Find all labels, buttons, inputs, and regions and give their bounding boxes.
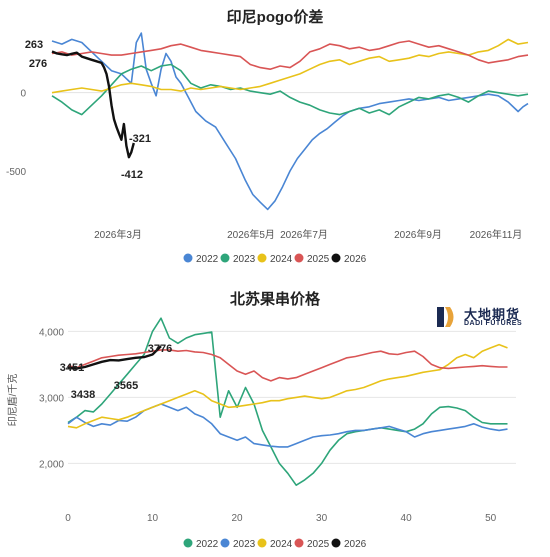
legend-marker-2023 bbox=[220, 253, 230, 263]
y-tick-label: -500 bbox=[6, 167, 26, 178]
legend-label-2025: 2025 bbox=[307, 254, 330, 265]
series-line-2025 bbox=[51, 40, 529, 70]
logo-text-en: DADI FUTURES bbox=[464, 320, 523, 327]
data-label: 263 bbox=[25, 39, 43, 51]
legend-label-2022: 2022 bbox=[196, 254, 219, 265]
legend-label-2025: 2025 bbox=[307, 539, 330, 550]
logo-mark-icon bbox=[437, 307, 454, 327]
data-label: 276 bbox=[29, 58, 47, 70]
legend-marker-2022 bbox=[183, 538, 193, 548]
legend-label-2026: 2026 bbox=[344, 254, 367, 265]
chart2-title: 北苏果串价格 bbox=[229, 291, 320, 308]
legend-marker-2026 bbox=[331, 253, 341, 263]
x-tick-label: 30 bbox=[316, 513, 328, 524]
y-tick-label: 3,000 bbox=[39, 393, 64, 404]
legend-marker-2025 bbox=[294, 538, 304, 548]
series-line-2023 bbox=[67, 403, 508, 448]
legend-marker-2024 bbox=[257, 253, 267, 263]
data-label: 3438 bbox=[71, 389, 95, 401]
data-label: 3565 bbox=[114, 380, 138, 392]
x-tick-label: 2026年7月 bbox=[280, 228, 328, 241]
legend-label-2023: 2023 bbox=[233, 254, 256, 265]
x-tick-label: 50 bbox=[485, 513, 497, 524]
series-line-2026 bbox=[67, 345, 162, 370]
series-line-2024 bbox=[51, 38, 529, 94]
series-line-2022 bbox=[67, 317, 508, 486]
legend-label-2024: 2024 bbox=[270, 254, 293, 265]
x-tick-label: 2026年3月 bbox=[94, 228, 142, 241]
x-tick-label: 2026年5月 bbox=[227, 228, 275, 241]
chart1-legend: 2022 2023 2024 2025 2026 bbox=[183, 253, 367, 265]
series-line-2026 bbox=[51, 50, 135, 159]
x-tick-label: 2026年9月 bbox=[394, 228, 442, 241]
y-tick-label: 2,000 bbox=[39, 459, 64, 470]
x-tick-label: 0 bbox=[65, 513, 71, 524]
data-label: -412 bbox=[121, 169, 143, 181]
y-axis-title: 印尼盾/千克 bbox=[7, 374, 19, 427]
x-tick-label: 2026年11月 bbox=[470, 228, 523, 241]
chart1-title: 印尼pogo价差 bbox=[226, 9, 324, 26]
y-tick-label: 0 bbox=[20, 89, 26, 100]
logo-text-cn: 大地期货 bbox=[464, 307, 521, 322]
series-line-2024 bbox=[67, 343, 508, 429]
data-label: 3451 bbox=[60, 362, 84, 374]
series-line-2023 bbox=[51, 63, 529, 116]
x-tick-label: 40 bbox=[401, 513, 413, 524]
legend-marker-2024 bbox=[257, 538, 267, 548]
legend-label-2026: 2026 bbox=[344, 539, 367, 550]
x-tick-label: 20 bbox=[231, 513, 243, 524]
legend-marker-2026 bbox=[331, 538, 341, 548]
legend-label-2023: 2023 bbox=[233, 539, 256, 550]
legend-label-2024: 2024 bbox=[270, 539, 293, 550]
legend-marker-2025 bbox=[294, 253, 304, 263]
fruit-price-chart: 2,000 3,000 4,000 印尼盾/千克 0 10 20 30 40 50 3451 3438… bbox=[7, 317, 516, 550]
series-line-2022 bbox=[51, 32, 529, 211]
legend-marker-2022 bbox=[183, 253, 193, 263]
y-tick-label: 4,000 bbox=[39, 327, 64, 338]
pogo-spread-chart: 0 -500 2026年3月 2026年5月 2026年7月 2026年9月 2026年11… bbox=[6, 32, 529, 265]
chart2-legend: 2022 2023 2024 2025 2026 bbox=[183, 538, 367, 550]
legend-marker-2023 bbox=[220, 538, 230, 548]
legend-label-2022: 2022 bbox=[196, 539, 219, 550]
data-label: 3776 bbox=[148, 343, 172, 355]
data-label: -321 bbox=[129, 133, 151, 145]
x-tick-label: 10 bbox=[147, 513, 159, 524]
series-line-2025 bbox=[67, 349, 508, 382]
company-logo: 大地期货 DADI FUTURES bbox=[436, 304, 536, 330]
